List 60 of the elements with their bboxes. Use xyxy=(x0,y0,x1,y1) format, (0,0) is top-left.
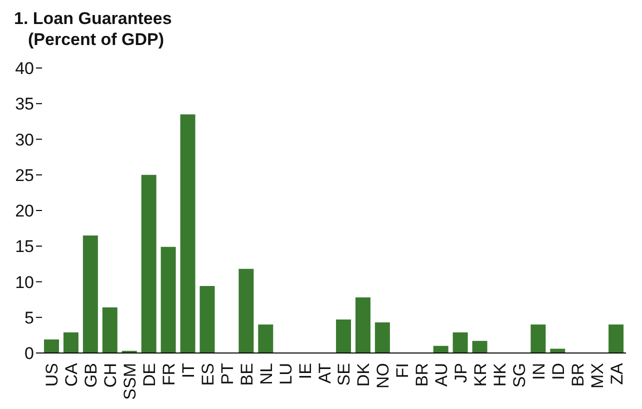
y-tick-label: 30 xyxy=(15,130,34,150)
x-tick-label: CH xyxy=(101,363,120,388)
x-tick-label: CA xyxy=(62,362,82,387)
bar xyxy=(238,268,254,353)
x-tick-label: US xyxy=(42,363,62,387)
y-tick-label: 25 xyxy=(15,166,34,185)
y-tick-label: 5 xyxy=(24,308,34,328)
bar xyxy=(258,324,274,353)
x-tick-label: AT xyxy=(315,363,334,384)
x-tick-label: SSM xyxy=(120,363,140,400)
x-tick-label: ID xyxy=(548,363,568,380)
x-tick-label: FI xyxy=(393,363,412,378)
chart-title: 1. Loan Guarantees xyxy=(14,8,172,29)
bar xyxy=(452,332,468,353)
x-tick-label: BR xyxy=(412,363,432,387)
chart-subtitle: (Percent of GDP) xyxy=(27,29,166,50)
bar xyxy=(63,332,78,353)
bar xyxy=(336,320,351,353)
x-tick-label: BR xyxy=(568,363,588,387)
y-tick-label: 40 xyxy=(15,59,34,78)
x-tick-label: LU xyxy=(276,363,296,385)
bar xyxy=(608,324,624,353)
x-tick-label: DE xyxy=(140,363,160,387)
y-tick-label: 35 xyxy=(15,94,34,114)
x-tick-label: GB xyxy=(82,363,101,388)
x-tick-label: BE xyxy=(237,363,256,386)
x-tick-label: ZA xyxy=(607,362,626,385)
x-tick-label: SG xyxy=(510,363,529,388)
x-tick-label: JP xyxy=(452,363,471,383)
x-tick-label: NL xyxy=(256,363,276,385)
x-tick-label: HK xyxy=(490,362,510,387)
x-tick-label: FR xyxy=(160,363,179,386)
bar xyxy=(200,286,215,353)
bar xyxy=(355,297,370,353)
bar xyxy=(530,324,546,353)
y-tick-label: 15 xyxy=(15,237,34,256)
y-tick-label: 0 xyxy=(24,344,34,364)
x-tick-label: MX xyxy=(588,363,607,388)
x-tick-label: DK xyxy=(354,362,374,387)
x-tick-label: IE xyxy=(296,363,315,380)
bar xyxy=(102,307,118,353)
x-tick-label: SE xyxy=(334,363,354,386)
bar xyxy=(472,340,488,353)
x-tick-label: IN xyxy=(529,363,548,380)
y-tick-label: 10 xyxy=(15,272,34,292)
bar xyxy=(433,346,448,353)
x-tick-label: ES xyxy=(198,363,218,386)
x-tick-label: AU xyxy=(432,363,452,387)
bar xyxy=(82,235,98,353)
bar xyxy=(160,246,176,353)
x-tick-label: NO xyxy=(374,363,393,388)
x-tick-label: KR xyxy=(471,363,490,387)
y-tick-label: 20 xyxy=(15,202,34,221)
bar xyxy=(141,174,156,353)
bar xyxy=(374,322,390,353)
bar xyxy=(44,339,59,353)
x-tick-label: IT xyxy=(179,363,198,378)
bar xyxy=(550,348,566,353)
bar xyxy=(180,114,196,353)
x-tick-label: PT xyxy=(218,363,237,385)
